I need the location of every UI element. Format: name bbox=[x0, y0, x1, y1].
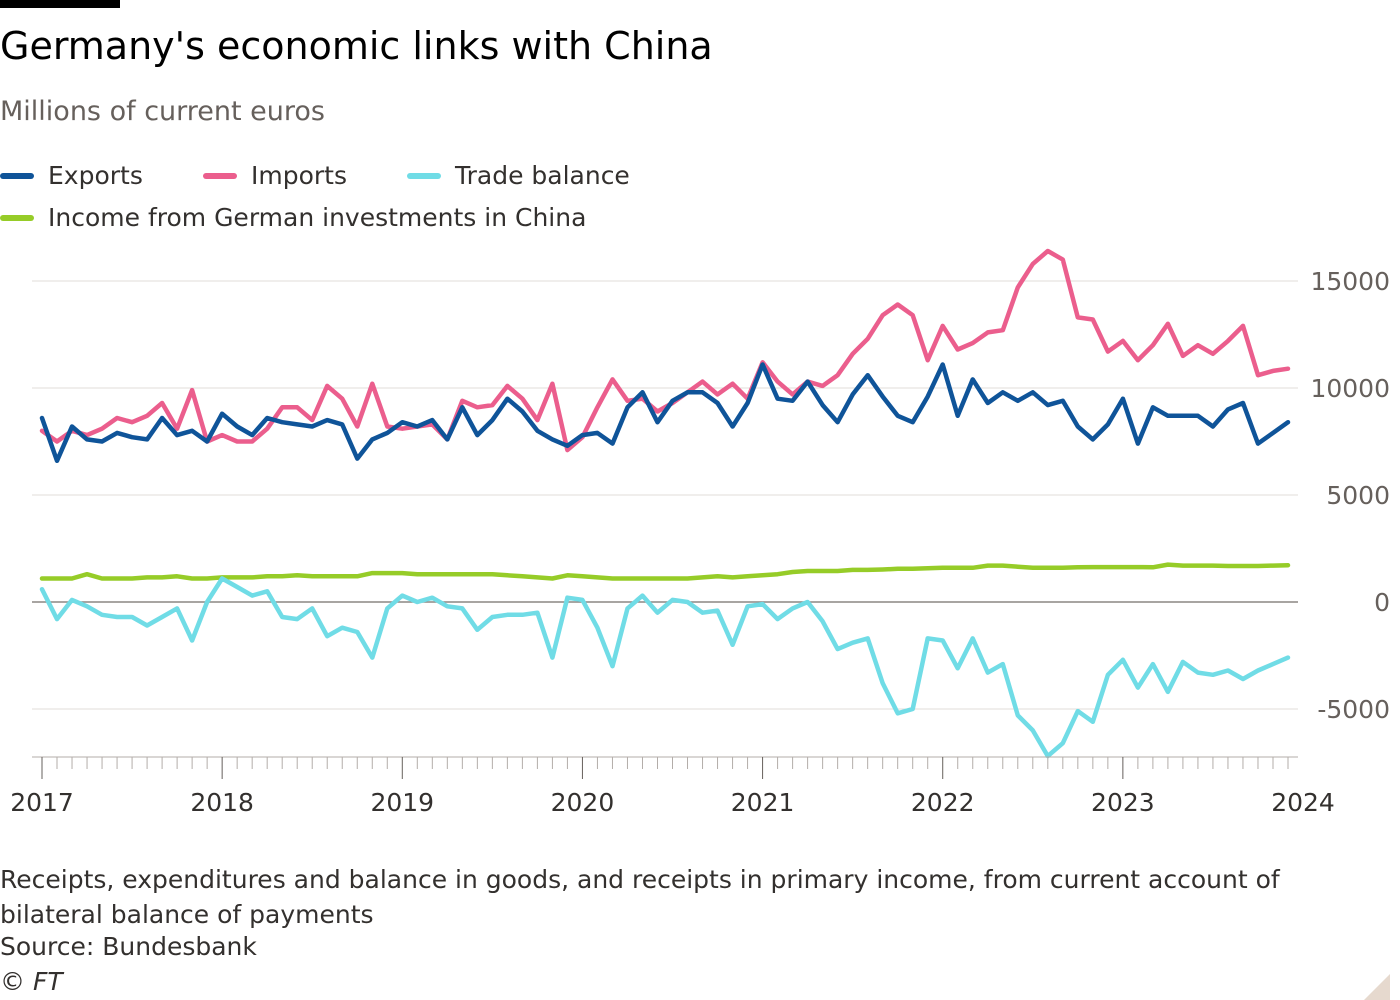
x-tick-label: 2023 bbox=[1091, 788, 1155, 817]
brand-bar bbox=[0, 0, 120, 8]
x-tick-label: 2021 bbox=[731, 788, 795, 817]
series-line bbox=[39, 362, 1291, 464]
series-line bbox=[39, 576, 1291, 759]
legend-item-imports: Imports bbox=[203, 161, 347, 190]
corner-mark bbox=[1364, 974, 1390, 1000]
chart-subtitle: Millions of current euros bbox=[0, 96, 325, 127]
legend-swatch-exports bbox=[0, 172, 34, 179]
legend-swatch-imports bbox=[203, 172, 237, 179]
chart-footnote: Receipts, expenditures and balance in go… bbox=[0, 865, 1280, 929]
x-tick-label: 2024 bbox=[1271, 788, 1335, 817]
y-tick-label: 5000 bbox=[1326, 481, 1390, 510]
legend-item-income: Income from German investments in China bbox=[0, 203, 586, 232]
x-tick-label: 2022 bbox=[911, 788, 975, 817]
legend-label-exports: Exports bbox=[48, 161, 143, 190]
line-chart: 15000 10000 5000 0 -5000 2017 2018 2019 2020 2021… bbox=[10, 248, 1390, 817]
legend-item-trade-balance: Trade balance bbox=[407, 161, 630, 190]
y-tick-label: 0 bbox=[1374, 588, 1390, 617]
grid-layer bbox=[32, 280, 1298, 710]
x-tick-label: 2019 bbox=[370, 788, 434, 817]
legend-swatch-trade-balance bbox=[407, 172, 441, 179]
legend-label-income: Income from German investments in China bbox=[48, 203, 587, 232]
x-tick-label: 2020 bbox=[551, 788, 615, 817]
y-tick-label: 10000 bbox=[1310, 374, 1390, 403]
x-tick-label: 2018 bbox=[190, 788, 254, 817]
y-tick-label: -5000 bbox=[1317, 695, 1390, 724]
legend-label-imports: Imports bbox=[251, 161, 347, 190]
copyright: © FT bbox=[0, 967, 63, 996]
legend-label-trade-balance: Trade balance bbox=[455, 161, 630, 190]
series-line bbox=[39, 248, 1291, 453]
chart-source: Source: Bundesbank bbox=[0, 932, 257, 961]
legend-swatch-income bbox=[0, 214, 34, 221]
series-layer bbox=[39, 248, 1291, 759]
chart-title: Germany's economic links with China bbox=[0, 24, 713, 68]
legend-item-exports: Exports bbox=[0, 161, 143, 190]
axis-layer: 15000 10000 5000 0 -5000 2017 2018 2019 2020 2021… bbox=[10, 267, 1390, 817]
series-line bbox=[39, 562, 1291, 581]
x-tick-label: 2017 bbox=[10, 788, 74, 817]
y-tick-label: 15000 bbox=[1310, 267, 1390, 296]
